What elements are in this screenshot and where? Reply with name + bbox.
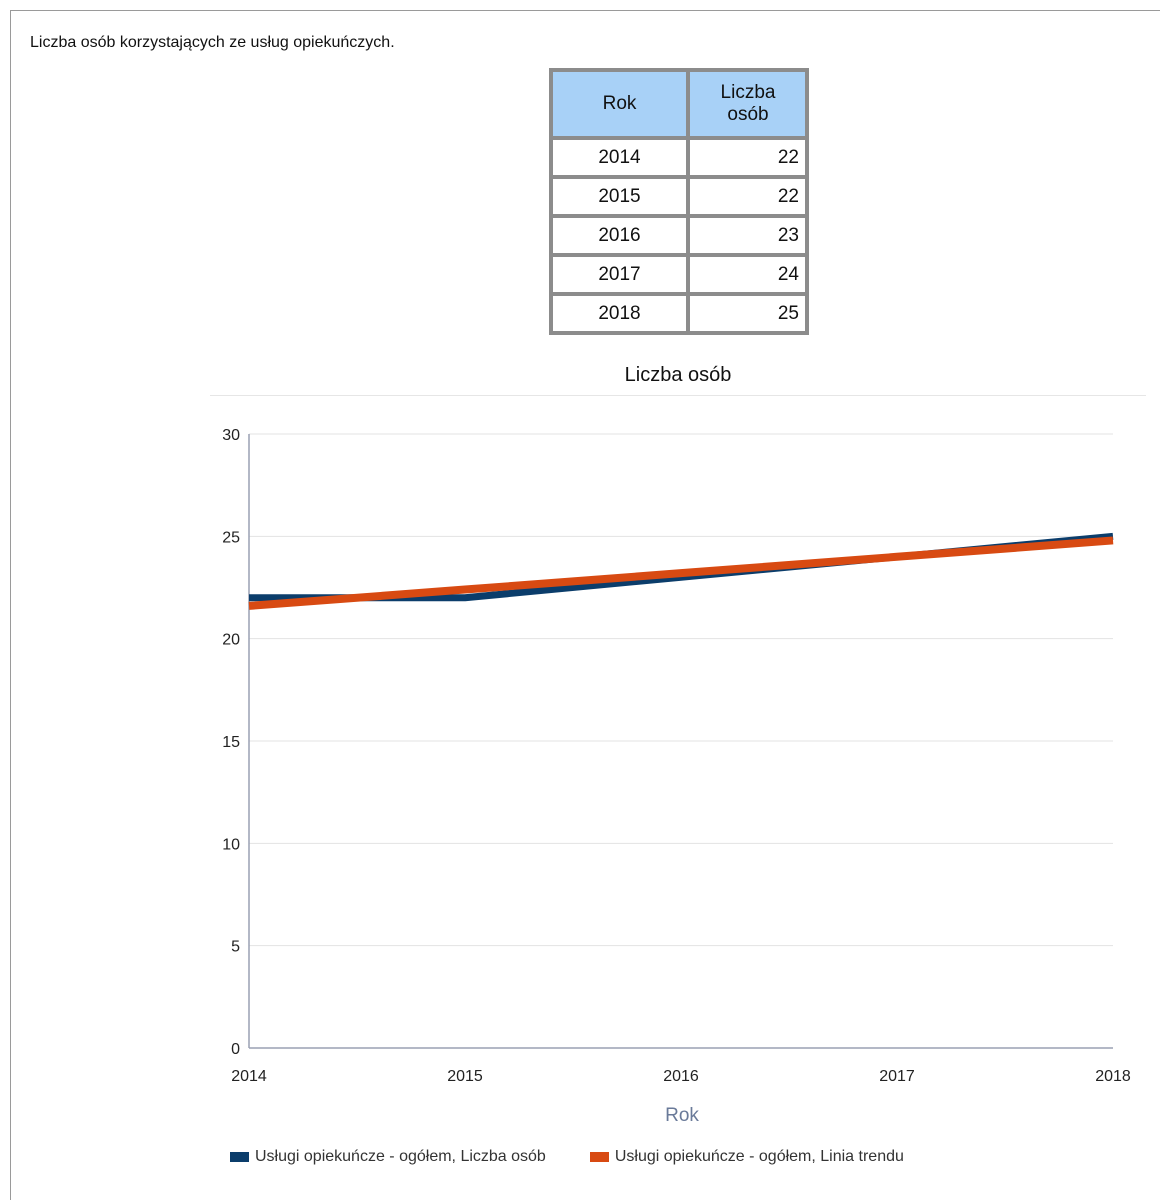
table-header-row: Rok Liczba osób [551,70,807,138]
y-tick-label: 0 [231,1041,240,1058]
y-tick-label: 5 [231,939,240,956]
chart-title: Liczba osób [624,364,732,386]
series-line [249,532,1114,602]
table-cell-count: 23 [688,216,807,255]
table-cell-year: 2015 [551,177,688,216]
y-tick-label: 10 [222,836,240,853]
x-tick-label: 2016 [663,1068,699,1085]
chart-legend: Usługi opiekuńcze - ogółem, Liczba osób … [230,1148,948,1166]
y-tick-label: 30 [222,427,240,444]
table-cell-year: 2016 [551,216,688,255]
page-title: Liczba osób korzystających ze usług opie… [30,34,395,51]
x-tick-label: 2018 [1095,1068,1131,1085]
data-table: Rok Liczba osób 2014 22 2015 22 2016 23 … [549,68,809,335]
legend-label: Usługi opiekuńcze - ogółem, Linia trendu [614,1148,904,1165]
table-row: 2017 24 [551,255,807,294]
table-header-year: Rok [551,70,688,138]
content-frame [10,10,1160,1200]
x-tick-label: 2014 [231,1068,267,1085]
table-cell-year: 2014 [551,138,688,177]
x-tick-label: 2017 [879,1068,915,1085]
y-tick-label: 20 [222,632,240,649]
series-line [248,536,1114,610]
table-header-count: Liczba osób [688,70,807,138]
table-cell-year: 2018 [551,294,688,333]
table-cell-count: 25 [688,294,807,333]
legend-swatch [589,1152,609,1162]
table-cell-count: 22 [688,138,807,177]
table-row: 2014 22 [551,138,807,177]
table-cell-year: 2017 [551,255,688,294]
table-cell-count: 24 [688,255,807,294]
table-row: 2016 23 [551,216,807,255]
table-row: 2015 22 [551,177,807,216]
legend-label: Usługi opiekuńcze - ogółem, Liczba osób [255,1148,546,1165]
table-row: 2018 25 [551,294,807,333]
y-tick-label: 15 [222,734,240,751]
table-cell-count: 22 [688,177,807,216]
x-tick-label: 2015 [447,1068,483,1085]
y-tick-label: 25 [222,529,240,546]
x-axis-title: Rok [665,1105,699,1126]
legend-swatch [230,1152,249,1162]
legend-item[interactable]: Usługi opiekuńcze - ogółem, Linia trendu [589,1148,904,1166]
table-header-count-label: Liczba osób [720,82,776,125]
chart-title-divider [210,395,1146,396]
legend-item[interactable]: Usługi opiekuńcze - ogółem, Liczba osób [230,1148,546,1166]
